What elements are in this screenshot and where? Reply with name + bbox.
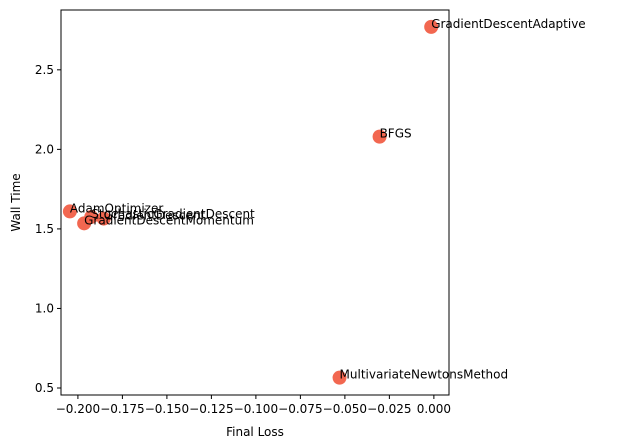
x-tick-label: −0.150 [145, 402, 189, 416]
y-tick-label: 1.5 [35, 222, 54, 236]
data-point [96, 211, 111, 226]
point-label: GradientDescent [104, 209, 206, 223]
data-points [62, 19, 439, 385]
x-tick-label: −0.100 [234, 402, 278, 416]
x-axis-ticks: −0.200 −0.175 −0.150 −0.125 −0.100 −0.075 −0.0… [56, 395, 451, 416]
point-label: StochasticGradientDescent [91, 207, 255, 221]
point-label: GradientDescentMomentum [84, 213, 254, 227]
point-label: AdamOptimizer [70, 201, 163, 215]
point-labels: GradientDescentAdaptive BFGS AdamOptimizer… [70, 17, 586, 382]
point-label: BFGS [380, 127, 412, 141]
data-point [332, 370, 347, 385]
y-tick-label: 0.5 [35, 381, 54, 395]
y-tick-label: 1.0 [35, 301, 54, 315]
x-tick-label: −0.025 [367, 402, 411, 416]
y-axis-label: Wall Time [9, 173, 23, 231]
data-point [372, 129, 387, 144]
data-point [62, 204, 77, 219]
y-axis-ticks: 0.5 1.0 1.5 2.0 2.5 [35, 63, 61, 395]
x-tick-label: −0.075 [278, 402, 322, 416]
plot-frame [60, 9, 450, 396]
x-tick-label: −0.175 [100, 402, 144, 416]
data-point [77, 216, 92, 231]
x-tick-label: 0.000 [417, 402, 451, 416]
axes-frame [60, 9, 450, 396]
x-tick-label: −0.200 [56, 402, 100, 416]
x-tick-label: −0.050 [323, 402, 367, 416]
x-axis-label: Final Loss [226, 425, 284, 439]
y-tick-label: 2.0 [35, 142, 54, 156]
x-tick-label: −0.125 [189, 402, 233, 416]
data-point [424, 19, 439, 34]
y-tick-label: 2.5 [35, 63, 54, 77]
point-label: MultivariateNewtonsMethod [340, 368, 509, 382]
point-label: GradientDescentAdaptive [431, 17, 586, 31]
